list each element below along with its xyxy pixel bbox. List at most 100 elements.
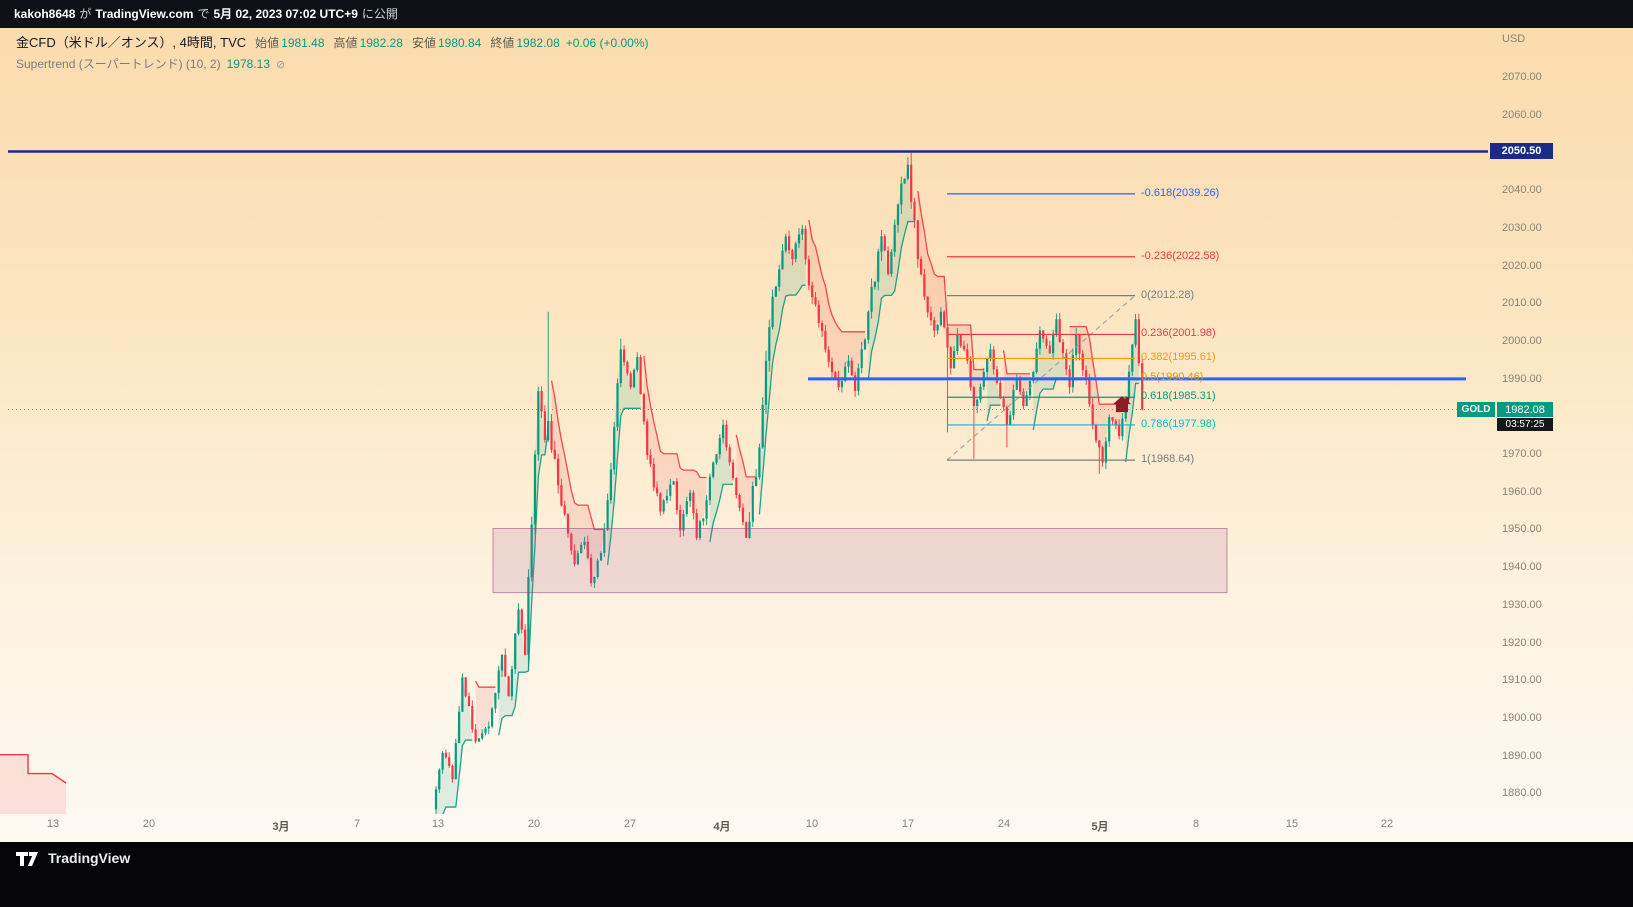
supertrend-fill	[1003, 350, 1030, 425]
supertrend-line	[1069, 325, 1123, 405]
price-tick: 1950.00	[1502, 523, 1542, 536]
time-tick: 4月	[713, 821, 731, 833]
indicator-name[interactable]: Supertrend (スーパートレンド) (10, 2)	[16, 57, 221, 71]
time-tick: 24	[997, 818, 1011, 830]
close-label: 終値	[490, 36, 515, 50]
high-label: 高値	[333, 36, 358, 50]
price-line-badge: 2050.50	[1490, 143, 1553, 159]
supertrend-line	[0, 754, 67, 784]
supertrend-fill	[0, 754, 66, 814]
share-particle: で	[197, 7, 210, 21]
time-tick: 20	[142, 818, 156, 830]
supertrend-fill	[808, 220, 865, 391]
price-tick: 1920.00	[1502, 636, 1542, 649]
supertrend-line	[442, 739, 473, 814]
supertrend-fill	[1125, 319, 1139, 462]
countdown-badge: 03:57:25	[1497, 418, 1553, 431]
time-tick: 7	[353, 818, 361, 830]
price-tick: 1990.00	[1502, 372, 1542, 385]
tradingview-logo-icon[interactable]	[14, 850, 40, 868]
time-tick: 20	[527, 818, 541, 830]
time-tick: 5月	[1091, 821, 1109, 833]
supertrend-line	[1002, 350, 1030, 375]
chart-canvas[interactable]	[0, 28, 1633, 842]
supertrend-line	[550, 380, 605, 531]
share-datetime: 5月 02, 2023 07:02 UTC+9	[213, 7, 358, 21]
price-tick: 1970.00	[1502, 448, 1542, 460]
price-tick: 1910.00	[1502, 674, 1542, 687]
open-label: 始値	[255, 36, 280, 50]
supertrend-fill	[607, 349, 641, 566]
supertrend-line	[643, 355, 707, 479]
high-value: 1982.28	[359, 36, 403, 50]
price-tick: 2060.00	[1502, 108, 1542, 121]
supertrend-line	[735, 434, 757, 478]
time-tick: 17	[901, 818, 915, 830]
supertrend-line	[498, 429, 549, 736]
indicator-value: 1978.13	[226, 57, 270, 71]
price-tick: 2020.00	[1502, 259, 1542, 272]
close-value: 1982.08	[516, 36, 560, 50]
symbol-badge: GOLD	[1457, 402, 1495, 417]
time-tick: 3月	[272, 821, 290, 833]
supertrend-line	[917, 190, 984, 371]
supertrend-fill	[1033, 319, 1067, 430]
supertrend-line	[986, 404, 1001, 422]
fib-diagonal	[946, 295, 1136, 461]
price-tick: 1940.00	[1502, 561, 1542, 574]
share-particle: が	[79, 7, 92, 21]
share-suffix: に公開	[361, 7, 398, 21]
price-tick: 2010.00	[1502, 297, 1542, 310]
time-tick: 13	[46, 818, 60, 830]
share-banner: kakoh8648 が TradingView.com で 5月 02, 2023 07…	[0, 0, 1633, 28]
time-tick: 10	[805, 818, 819, 830]
footer-bar: TradingView	[0, 842, 1633, 907]
price-tick: 1960.00	[1502, 485, 1542, 498]
price-tick: 1900.00	[1502, 711, 1542, 724]
price-tick: 2000.00	[1502, 334, 1542, 347]
supertrend-fill	[475, 681, 496, 742]
time-tick: 13	[431, 818, 445, 830]
supertrend-fill	[551, 380, 605, 584]
chart-region: -0.618(2039.26) -0.236(2022.58) 0(2012.28)…	[0, 28, 1633, 842]
supertrend-line	[808, 219, 865, 333]
supertrend-line	[606, 407, 641, 566]
time-tick: 15	[1285, 818, 1299, 830]
supertrend-fill	[987, 349, 1001, 421]
supertrend-line	[709, 483, 733, 543]
symbol-title[interactable]: 金CFD（米ドル／オンス）, 4時間, TVC	[16, 35, 247, 50]
price-tick: 2030.00	[1502, 221, 1542, 234]
time-tick: 22	[1380, 818, 1394, 830]
currency-label[interactable]: USD	[1502, 33, 1526, 45]
legend-ohlc-row: 金CFD（米ドル／オンス）, 4時間, TVC 始値 1981.48 高値 1982…	[16, 32, 649, 51]
supertrend-fill	[759, 228, 806, 515]
supertrend-fill	[736, 434, 757, 538]
price-tick: 1930.00	[1502, 598, 1542, 611]
time-scale[interactable]: 13 20 3月 7 13 20 27 4月 10 17 24 5月 8 15 22	[0, 814, 1633, 842]
candles	[434, 152, 1144, 814]
tradingview-brand[interactable]: TradingView	[48, 850, 131, 866]
change-value: +0.06 (+0.00%)	[565, 36, 649, 50]
indicator-hidden-icon[interactable]: ⊘	[276, 59, 286, 71]
open-value: 1981.48	[281, 36, 325, 50]
price-tick: 2070.00	[1502, 71, 1542, 83]
price-tick: 1880.00	[1502, 787, 1542, 800]
time-tick: 27	[623, 818, 637, 830]
chart-legend: 金CFD（米ドル／オンス）, 4時間, TVC 始値 1981.48 高値 1982…	[16, 32, 649, 72]
supertrend-line	[867, 220, 915, 380]
supply-zone[interactable]	[492, 528, 1228, 594]
last-price-badge: 1982.08	[1497, 402, 1553, 417]
low-label: 安値	[411, 36, 436, 50]
time-tick: 8	[1192, 818, 1200, 830]
supertrend-line	[475, 680, 496, 688]
share-site: TradingView.com	[95, 7, 194, 21]
price-tick: 1890.00	[1502, 749, 1542, 762]
share-username: kakoh8648	[14, 7, 76, 21]
low-value: 1980.84	[437, 36, 482, 50]
indicator-row[interactable]: Supertrend (スーパートレンド) (10, 2) 1978.13 ⊘	[16, 55, 649, 72]
supertrend-fill	[643, 355, 707, 538]
house-marker[interactable]	[1113, 396, 1131, 413]
price-scale[interactable]: USD 2070.00 2060.00 2040.00 2030.00 2020.00 2…	[1488, 28, 1633, 814]
price-tick: 2040.00	[1502, 184, 1542, 197]
